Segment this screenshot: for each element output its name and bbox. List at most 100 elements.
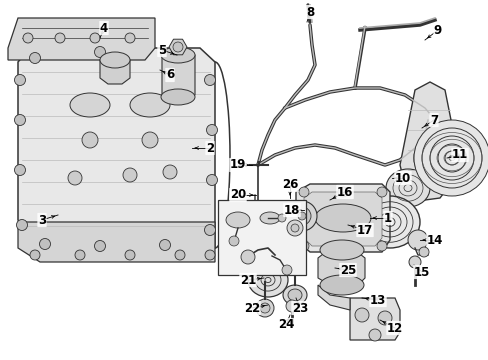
Circle shape: [175, 250, 184, 260]
Text: 14: 14: [426, 234, 442, 247]
Circle shape: [68, 171, 82, 185]
Polygon shape: [18, 48, 215, 248]
Circle shape: [163, 165, 177, 179]
Text: 10: 10: [394, 171, 410, 184]
Polygon shape: [295, 184, 389, 252]
Polygon shape: [317, 250, 364, 285]
Circle shape: [376, 187, 386, 197]
Text: 16: 16: [336, 185, 352, 198]
Circle shape: [377, 311, 391, 325]
Circle shape: [206, 175, 217, 185]
Polygon shape: [169, 39, 186, 55]
Ellipse shape: [287, 289, 302, 301]
Circle shape: [123, 168, 137, 182]
Circle shape: [206, 125, 217, 135]
Ellipse shape: [100, 52, 130, 68]
FancyBboxPatch shape: [218, 200, 305, 275]
Circle shape: [125, 33, 135, 43]
Circle shape: [337, 187, 347, 197]
Text: 4: 4: [100, 22, 108, 35]
Ellipse shape: [161, 47, 195, 63]
Circle shape: [15, 114, 25, 126]
Circle shape: [298, 187, 308, 197]
Text: 19: 19: [229, 158, 245, 171]
Circle shape: [282, 265, 291, 275]
Ellipse shape: [225, 212, 249, 228]
Circle shape: [413, 120, 488, 196]
Circle shape: [354, 308, 368, 322]
Text: 25: 25: [339, 264, 355, 276]
Circle shape: [285, 300, 297, 312]
Polygon shape: [162, 50, 195, 100]
Circle shape: [17, 220, 27, 230]
Circle shape: [407, 230, 427, 250]
Circle shape: [408, 256, 420, 268]
Circle shape: [298, 241, 308, 251]
Polygon shape: [18, 222, 215, 262]
Polygon shape: [8, 18, 155, 60]
Circle shape: [292, 207, 310, 225]
Circle shape: [228, 236, 239, 246]
Polygon shape: [399, 82, 454, 200]
Ellipse shape: [260, 212, 280, 224]
Text: 22: 22: [244, 302, 260, 315]
Polygon shape: [349, 298, 399, 340]
Circle shape: [142, 132, 158, 148]
Ellipse shape: [247, 263, 287, 297]
Circle shape: [260, 303, 269, 313]
Text: 3: 3: [38, 213, 46, 226]
Ellipse shape: [359, 196, 419, 248]
Circle shape: [94, 46, 105, 58]
Text: 20: 20: [229, 189, 245, 202]
Circle shape: [368, 329, 380, 341]
Text: 26: 26: [281, 179, 298, 192]
Text: 11: 11: [451, 148, 467, 162]
Ellipse shape: [130, 93, 170, 117]
Text: 7: 7: [429, 113, 437, 126]
Text: 6: 6: [165, 68, 174, 81]
Circle shape: [125, 250, 135, 260]
Circle shape: [376, 241, 386, 251]
Circle shape: [15, 75, 25, 85]
Ellipse shape: [319, 275, 363, 295]
Circle shape: [418, 247, 428, 257]
Circle shape: [75, 250, 85, 260]
Text: 21: 21: [240, 274, 256, 287]
Circle shape: [40, 238, 50, 249]
Text: 2: 2: [205, 141, 214, 154]
Circle shape: [23, 33, 33, 43]
Circle shape: [204, 75, 215, 85]
Circle shape: [204, 250, 215, 260]
Polygon shape: [304, 192, 381, 246]
Circle shape: [90, 33, 100, 43]
Circle shape: [94, 240, 105, 252]
Circle shape: [278, 214, 285, 222]
Ellipse shape: [413, 126, 488, 190]
Ellipse shape: [385, 169, 429, 207]
Text: 13: 13: [369, 293, 386, 306]
Circle shape: [29, 53, 41, 63]
Circle shape: [241, 250, 254, 264]
Circle shape: [286, 220, 303, 236]
Text: 12: 12: [386, 321, 402, 334]
Text: 24: 24: [277, 319, 294, 332]
Ellipse shape: [161, 89, 195, 105]
Text: 17: 17: [356, 224, 372, 237]
Polygon shape: [317, 285, 349, 310]
Text: 18: 18: [283, 203, 300, 216]
Circle shape: [55, 33, 65, 43]
Circle shape: [256, 299, 273, 317]
Circle shape: [204, 225, 215, 235]
Ellipse shape: [314, 204, 370, 232]
Text: 5: 5: [158, 44, 166, 57]
Text: 1: 1: [383, 211, 391, 225]
Text: 9: 9: [433, 23, 441, 36]
Text: 8: 8: [305, 5, 313, 18]
Text: 15: 15: [413, 266, 429, 279]
Circle shape: [159, 239, 170, 251]
Text: 23: 23: [291, 302, 307, 315]
Circle shape: [164, 49, 175, 60]
Circle shape: [82, 132, 98, 148]
Ellipse shape: [70, 93, 110, 117]
Ellipse shape: [283, 285, 306, 305]
